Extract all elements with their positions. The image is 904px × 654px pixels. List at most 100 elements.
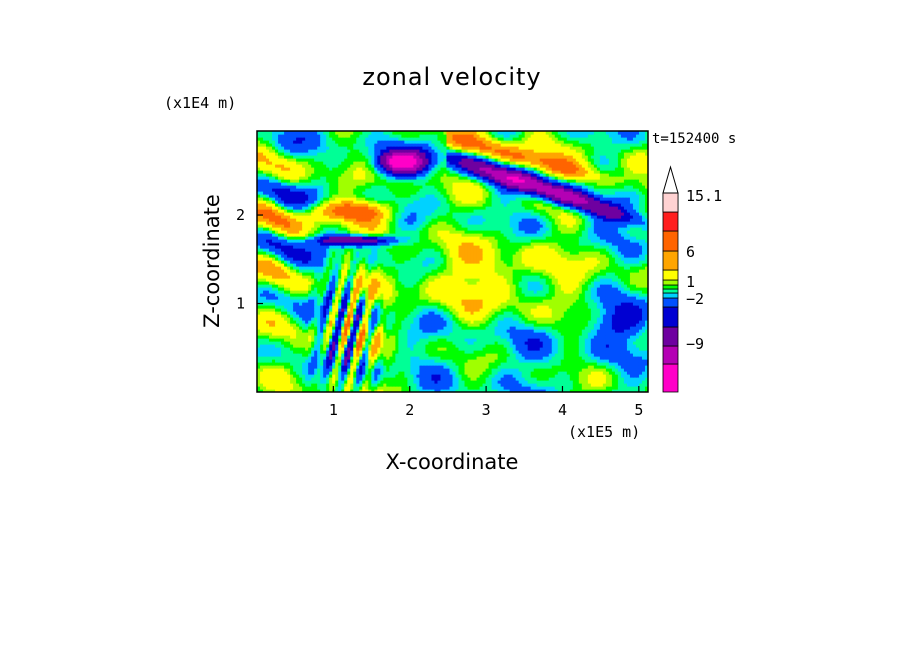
heatmap-cell [560,314,565,318]
heatmap-cell [485,323,490,327]
heatmap-cell [299,299,303,303]
heatmap-cell [281,311,285,315]
heatmap-cell [545,380,550,384]
heatmap-cell [284,389,288,392]
heatmap-cell [305,323,309,327]
heatmap-cell [419,350,424,354]
heatmap-cell [287,281,291,285]
heatmap-cell [503,362,508,366]
heatmap-cell [620,317,625,321]
heatmap-cell [266,293,270,297]
heatmap-cell [587,332,592,336]
heatmap-cell [389,374,393,378]
heatmap-cell [347,389,351,392]
heatmap-cell [473,377,478,381]
heatmap-cell [359,320,363,324]
heatmap-cell [512,317,517,321]
heatmap-cell [353,350,357,354]
heatmap-cell [464,335,469,339]
heatmap-cell [572,356,577,360]
heatmap-cell [470,326,475,330]
heatmap-cell [404,299,408,303]
heatmap-cell [464,326,469,330]
heatmap-cell [569,314,574,318]
heatmap-cell [494,284,499,288]
heatmap-cell [350,281,354,285]
heatmap-cell [590,338,595,342]
heatmap-cell [356,374,360,378]
heatmap-cell [503,317,508,321]
heatmap-cell [536,344,541,348]
heatmap-cell [410,365,414,369]
heatmap-cell [584,323,589,327]
heatmap-cell [353,278,357,282]
heatmap-cell [503,329,508,333]
heatmap-cell [614,305,619,309]
heatmap-cell [551,308,556,312]
y-unit-label: (x1E4 m) [164,94,236,112]
heatmap-cell [620,368,625,372]
heatmap-cell [395,275,399,279]
heatmap-cell [644,296,648,300]
heatmap-cell [479,362,484,366]
heatmap-cell [554,383,559,387]
heatmap-cell [518,341,523,345]
heatmap-cell [305,320,309,324]
heatmap-cell [593,299,598,303]
heatmap-cell [329,365,333,369]
heatmap-cell [443,299,448,303]
heatmap-cell [431,296,436,300]
heatmap-cell [629,293,634,297]
heatmap-cell [353,275,357,279]
heatmap-cell [614,302,619,306]
heatmap-cell [539,281,544,285]
heatmap-cell [266,386,270,390]
heatmap-cell [461,344,466,348]
heatmap-cell [599,329,604,333]
heatmap-cell [257,353,261,357]
heatmap-cell [302,302,306,306]
heatmap-cell [626,323,631,327]
heatmap-cell [311,329,315,333]
heatmap-cell [515,332,520,336]
heatmap-cell [317,290,321,294]
heatmap-cell [269,338,273,342]
heatmap-cell [515,308,520,312]
heatmap-cell [353,320,357,324]
heatmap-cell [572,278,577,282]
heatmap-cell [320,338,324,342]
heatmap-cell [620,311,625,315]
heatmap-cell [458,344,463,348]
heatmap-cell [392,296,396,300]
heatmap-cell [413,317,418,321]
heatmap-cell [626,353,631,357]
heatmap-cell [500,314,505,318]
heatmap-cell [467,281,472,285]
heatmap-cell [611,281,616,285]
heatmap-cell [257,296,261,300]
heatmap-cell [584,338,589,342]
heatmap-cell [287,302,291,306]
heatmap-cell [374,350,378,354]
heatmap-cell [638,326,643,330]
heatmap-cell [479,287,484,291]
heatmap-cell [356,329,360,333]
heatmap-cell [368,359,372,363]
heatmap-cell [614,287,619,291]
heatmap-cell [467,347,472,351]
heatmap-cell [542,335,547,339]
heatmap-cell [644,380,648,384]
heatmap-cell [335,275,339,279]
heatmap-cell [428,332,433,336]
heatmap-cell [395,380,399,384]
heatmap-cell [284,311,288,315]
heatmap-cell [302,359,306,363]
heatmap-cell [419,275,424,279]
heatmap-cell [473,299,478,303]
heatmap-cell [479,368,484,372]
heatmap-cell [587,341,592,345]
heatmap-cell [515,371,520,375]
heatmap-cell [485,284,490,288]
heatmap-cell [611,326,616,330]
heatmap-cell [356,302,360,306]
